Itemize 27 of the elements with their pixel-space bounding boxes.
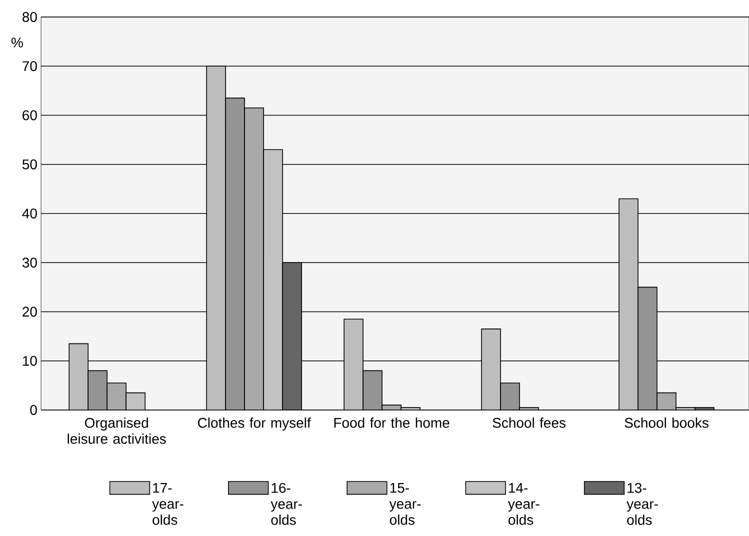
bar xyxy=(263,149,283,410)
y-tick-label: 10 xyxy=(22,356,37,366)
y-tick-label: 20 xyxy=(22,306,37,317)
legend-label: 17-year-olds xyxy=(152,483,184,525)
legend-label: 15-year-olds xyxy=(389,483,421,525)
x-tick-label: Clothes for myself xyxy=(198,418,311,431)
y-tick-label: 0 xyxy=(30,405,37,415)
x-tick-label: Organised leisure activities xyxy=(68,418,166,444)
legend-label: 13-year-olds xyxy=(626,482,658,525)
bar xyxy=(206,66,226,410)
bar xyxy=(618,198,638,410)
legend-label: 14-year-olds xyxy=(508,483,540,525)
y-tick-label: 30 xyxy=(22,258,37,268)
x-tick-label: Food for the home xyxy=(334,418,450,428)
bar xyxy=(126,392,146,410)
y-tick-label: 60 xyxy=(22,110,37,120)
y-axis-title: % xyxy=(12,38,23,48)
bar xyxy=(68,343,89,410)
y-tick-label: 80 xyxy=(22,12,37,22)
y-tick-label: 70 xyxy=(22,61,37,72)
bar xyxy=(344,318,364,410)
legend-label: 16-year-olds xyxy=(270,482,302,525)
x-tick-label: School fees xyxy=(492,418,566,428)
y-tick-label: 50 xyxy=(22,159,37,170)
y-tick-label: 40 xyxy=(22,208,37,218)
bar xyxy=(481,328,501,410)
x-tick-label: School books xyxy=(624,418,708,428)
